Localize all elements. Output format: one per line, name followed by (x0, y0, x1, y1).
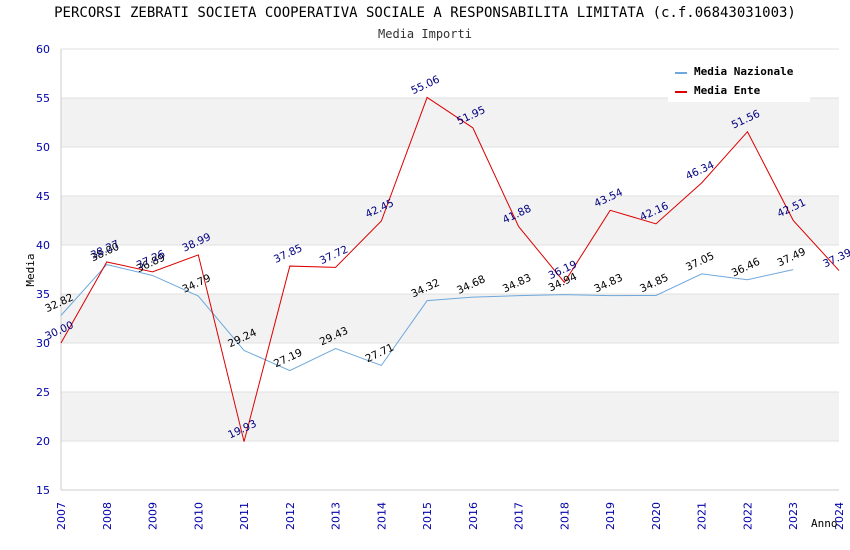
x-tick-label: 2014 (375, 502, 388, 530)
x-tick-label: 2010 (192, 502, 205, 530)
y-tick-label: 55 (36, 92, 50, 105)
series-line-ente (60, 96, 840, 442)
y-tick-label: 40 (36, 239, 50, 252)
legend-label-ente: Media Ente (694, 84, 761, 97)
x-tick-label: 2021 (696, 502, 709, 530)
y-tick-label: 60 (36, 43, 50, 56)
x-tick-label: 2020 (650, 502, 663, 530)
x-tick-label: 2012 (284, 502, 297, 530)
x-axis-ticks: 2007 2008 2009 2010 2011 2012 2013 2014 2015 2016… (55, 502, 846, 530)
series-line-nazionale (60, 264, 794, 372)
band-50 (61, 98, 839, 147)
y-tick-label: 15 (36, 484, 50, 497)
x-tick-label: 2024 (833, 502, 846, 530)
x-tick-label: 2015 (421, 502, 434, 530)
chart-title: PERCORSI ZEBRATI SOCIETA COOPERATIVA SOC… (54, 5, 796, 21)
y-tick-label: 45 (36, 190, 50, 203)
band-20 (61, 392, 839, 441)
legend-box (668, 60, 810, 102)
x-tick-label: 2016 (467, 502, 480, 530)
x-tick-label: 2009 (147, 502, 160, 530)
chart-subtitle: Media Importi (378, 27, 472, 41)
x-tick-label: 2017 (513, 502, 526, 530)
x-tick-label: 2011 (238, 502, 251, 530)
y-axis-ticks: 15 20 25 30 35 40 45 50 55 60 (36, 43, 50, 497)
band-30 (61, 294, 839, 343)
x-tick-label: 2019 (604, 502, 617, 530)
legend-label-nazionale: Media Nazionale (694, 65, 794, 78)
y-axis-label: Media (24, 253, 37, 286)
x-tick-label: 2018 (558, 502, 571, 530)
x-tick-label: 2007 (55, 502, 68, 530)
series-lines (60, 96, 840, 442)
y-tick-label: 20 (36, 435, 50, 448)
y-tick-label: 35 (36, 288, 50, 301)
y-tick-label: 25 (36, 386, 50, 399)
x-tick-label: 2008 (101, 502, 114, 530)
y-tick-label: 30 (36, 337, 50, 350)
band-40 (61, 196, 839, 245)
x-tick-label: 2023 (787, 502, 800, 530)
legend: Media Nazionale Media Ente (668, 60, 810, 102)
x-axis-label: Anno (811, 517, 838, 530)
y-tick-label: 50 (36, 141, 50, 154)
background-bands (61, 49, 839, 490)
x-tick-label: 2022 (741, 502, 754, 530)
x-tick-label: 2013 (330, 502, 343, 530)
gridlines (60, 48, 839, 491)
